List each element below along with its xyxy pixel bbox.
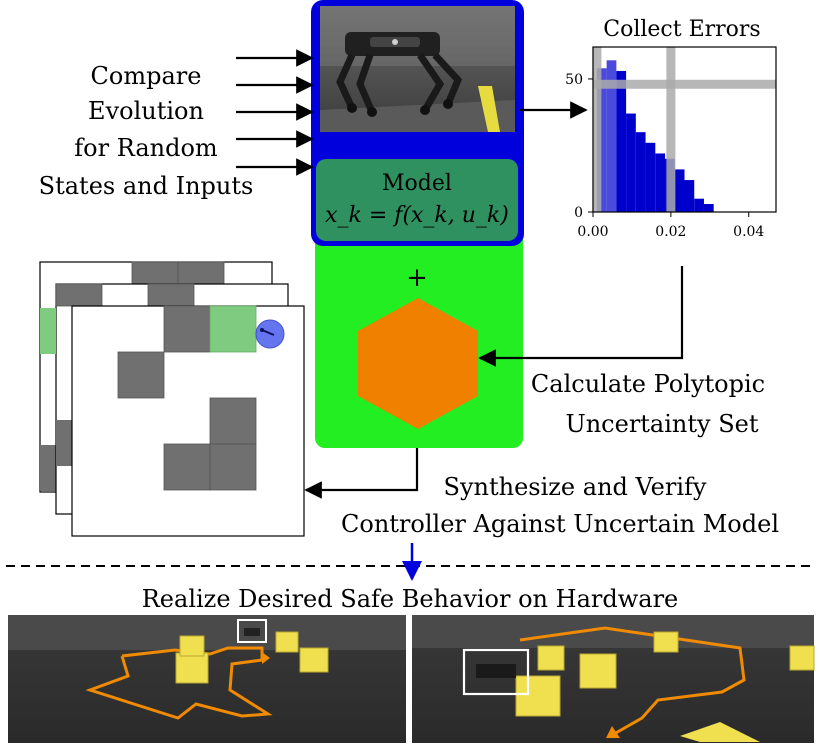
polytopic-line-1: Calculate Polytopic	[531, 370, 765, 398]
model-equation: x_k = f(x_k, u_k)	[325, 203, 509, 228]
histogram-bar	[694, 198, 704, 212]
obstacle-cell	[117, 351, 165, 399]
uncertainty-hexagon	[358, 298, 478, 429]
compare-line-3: for Random	[74, 134, 218, 162]
x-tick-label: 0.02	[655, 224, 686, 240]
x-tick-label: 0.00	[577, 224, 608, 240]
histogram-bar	[684, 180, 695, 212]
plus-sign: +	[406, 263, 428, 293]
synthesize-line-1: Synthesize and Verify	[444, 473, 707, 501]
plot-frame	[592, 46, 777, 213]
uncertainty-band-horizontal	[593, 79, 776, 89]
histogram-bar	[635, 132, 646, 212]
compare-line-1: Compare	[91, 62, 202, 90]
error-histogram: 0.00 0.02 0.04 0 50	[565, 46, 777, 240]
histogram-bar	[655, 153, 666, 212]
polytopic-line-2: Uncertainty Set	[565, 410, 758, 438]
hardware-photo-right	[412, 615, 815, 743]
collect-errors-title: Collect Errors	[603, 17, 760, 42]
robot-marker	[255, 319, 285, 349]
histogram-bar	[596, 68, 607, 213]
hardware-title: Realize Desired Safe Behavior on Hardwar…	[142, 585, 679, 613]
compare-arrows	[236, 49, 314, 176]
robot-dog-photo	[320, 6, 515, 132]
histogram-bar	[606, 60, 617, 212]
arrow-to-hexagon	[478, 266, 684, 367]
hardware-photo-left	[8, 615, 406, 743]
obstacle-cell	[209, 443, 257, 491]
histogram-bar	[626, 113, 636, 212]
y-tick-label: 50	[565, 72, 583, 88]
compare-line-4: States and Inputs	[39, 172, 254, 200]
model-block: Model x_k = f(x_k, u_k)	[311, 0, 524, 246]
histogram-bar	[616, 70, 627, 212]
x-tick-label: 0.04	[733, 224, 764, 240]
compare-line-2: Evolution	[88, 97, 204, 125]
histogram-bar	[645, 142, 656, 212]
goal-cell	[209, 305, 257, 353]
model-title: Model	[382, 171, 452, 196]
synthesize-line-2: Controller Against Uncertain Model	[341, 510, 779, 538]
grid-sheet-front	[71, 305, 305, 537]
uncertainty-band-vertical	[592, 47, 602, 212]
uncertainty-band-vertical	[666, 47, 676, 212]
model-green-panel	[316, 159, 518, 241]
obstacle-cell	[163, 443, 211, 491]
polytopic-label: Calculate Polytopic Uncertainty Set	[531, 370, 765, 438]
grid-world-stack	[39, 261, 305, 537]
histogram-bar	[674, 169, 685, 212]
compare-label: Compare Evolution for Random States and …	[39, 62, 254, 200]
obstacle-cell	[209, 397, 257, 445]
y-tick-label: 0	[574, 205, 583, 221]
histogram-bar	[703, 204, 714, 212]
synthesize-label: Synthesize and Verify Controller Against…	[341, 473, 779, 538]
obstacle-cell	[163, 305, 211, 353]
arrow-to-grid	[304, 448, 419, 499]
